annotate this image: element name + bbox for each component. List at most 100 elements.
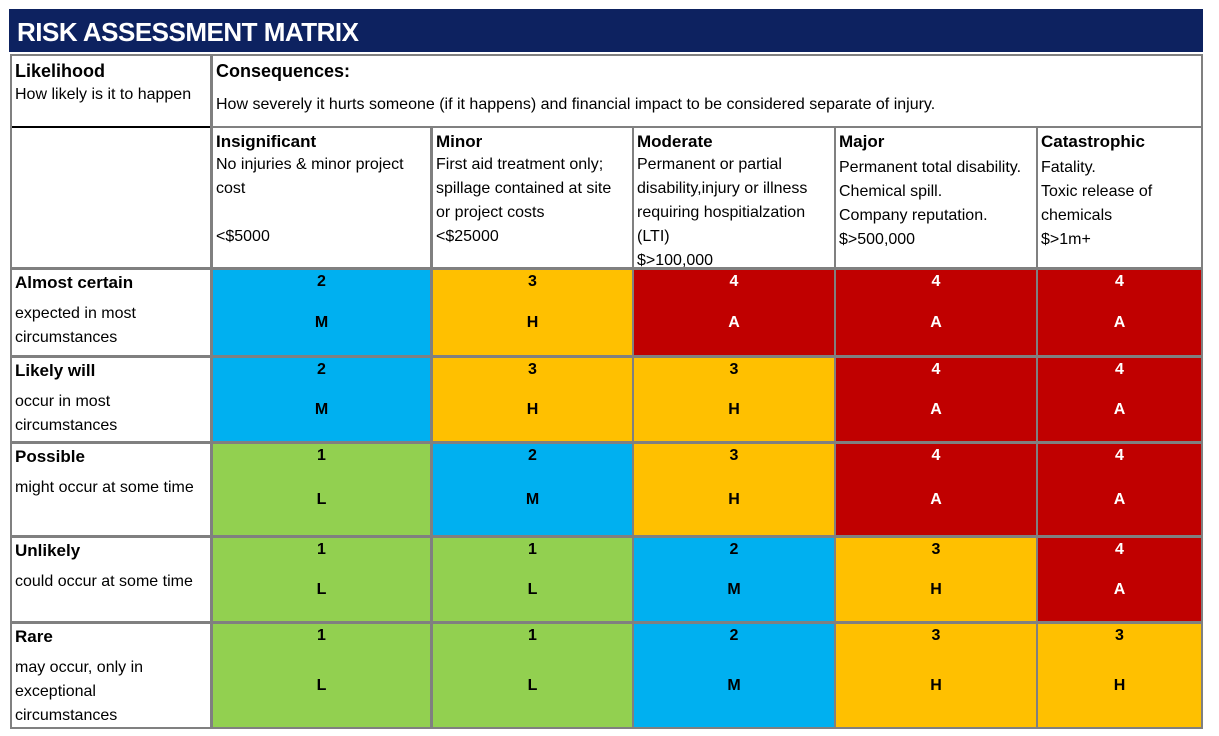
risk-level: A [1113,314,1126,331]
consequence-header-insignificant: Insignificant No injuries & minor project… [213,128,430,267]
risk-score: 4 [1115,541,1124,558]
risk-score: 3 [1115,627,1124,644]
likelihood-header-underline [12,126,210,128]
likelihood-description: occur in most circumstances [15,393,118,434]
likelihood-description: may occur, only in exceptional circumsta… [15,659,144,724]
likelihood-description: expected in most circumstances [15,305,136,346]
risk-score: 3 [931,627,941,644]
risk-score: 1 [528,541,537,558]
risk-score: 1 [317,627,326,644]
likelihood-row-likely-will: Likely will occur in most circumstances [12,358,210,441]
risk-score: 2 [317,273,326,290]
likelihood-description: could occur at some time [15,573,193,590]
risk-score: 4 [1115,273,1124,290]
risk-score: 2 [729,627,739,644]
likelihood-header-description: How likely is it to happen [15,86,192,103]
likelihood-row-unlikely: Unlikely could occur at some time [12,538,210,621]
consequence-description: First aid treatment only; spillage conta… [436,156,612,245]
risk-level: L [527,677,538,694]
consequence-header-minor: Minor First aid treatment only; spillage … [433,128,632,267]
likelihood-header: Likelihood How likely is it to happen [12,56,210,128]
risk-level: H [526,314,539,331]
page-title: RISK ASSESSMENT MATRIX [17,17,359,47]
risk-score: 3 [729,361,739,378]
risk-score: 1 [317,541,326,558]
risk-level: A [728,314,740,331]
title-bar: RISK ASSESSMENT MATRIX [9,9,1203,52]
risk-score: 1 [317,447,326,464]
risk-score: 2 [528,447,537,464]
corner-blank-cell [12,128,210,267]
likelihood-description: might occur at some time [15,479,194,496]
risk-level: L [527,581,538,598]
risk-score: 4 [931,447,941,464]
risk-score: 4 [931,361,941,378]
risk-score: 4 [1115,447,1124,464]
risk-level: H [526,401,539,418]
risk-score: 4 [729,273,739,290]
consequence-description: Permanent total disability. Chemical spi… [839,159,1022,248]
risk-level: M [727,677,741,694]
likelihood-name: Almost certain [15,273,134,292]
risk-level: A [930,314,942,331]
risk-level: M [314,314,329,331]
likelihood-name: Rare [15,627,53,646]
consequence-name: Moderate [637,132,713,151]
consequences-header-description: How severely it hurts someone (if it hap… [216,96,936,113]
risk-level: H [728,401,740,418]
consequence-header-moderate: Moderate Permanent or partial disability,… [634,128,834,267]
likelihood-row-almost-certain: Almost certain expected in most circumsta… [12,270,210,355]
consequence-description: Permanent or partial disability,injury o… [637,156,808,267]
consequence-header-major: Major Permanent total disability. Chemica… [836,128,1036,267]
risk-score: 3 [528,273,537,290]
risk-level: H [1113,677,1126,694]
risk-score: 3 [528,361,537,378]
risk-level: M [314,401,329,418]
risk-level: H [930,677,942,694]
consequences-header-label: Consequences: [216,61,351,81]
consequence-name: Major [839,132,885,151]
consequence-description: Fatality. Toxic release of chemicals $>1… [1041,159,1153,248]
risk-level: M [525,491,540,508]
consequences-header: Consequences: How severely it hurts some… [213,56,1201,126]
risk-level: H [728,491,740,508]
likelihood-name: Unlikely [15,541,81,560]
consequence-header-catastrophic: Catastrophic Fatality. Toxic release of c… [1038,128,1201,267]
risk-score: 4 [931,273,941,290]
risk-level: A [1113,401,1126,418]
risk-level: L [316,581,327,598]
risk-matrix: Likelihood How likely is it to happen Co… [10,54,1203,729]
consequence-name: Catastrophic [1041,132,1145,151]
risk-level: A [930,491,942,508]
likelihood-header-label: Likelihood [15,61,105,81]
consequence-description: No injuries & minor project cost <$5000 [216,156,404,245]
likelihood-row-rare: Rare may occur, only in exceptional circu… [12,624,210,727]
likelihood-row-possible: Possible might occur at some time [12,444,210,535]
risk-level: A [1113,581,1126,598]
risk-level: M [727,581,741,598]
risk-level: L [316,491,327,508]
risk-score: 1 [528,627,537,644]
consequence-name: Insignificant [216,132,317,151]
risk-score: 3 [729,447,739,464]
